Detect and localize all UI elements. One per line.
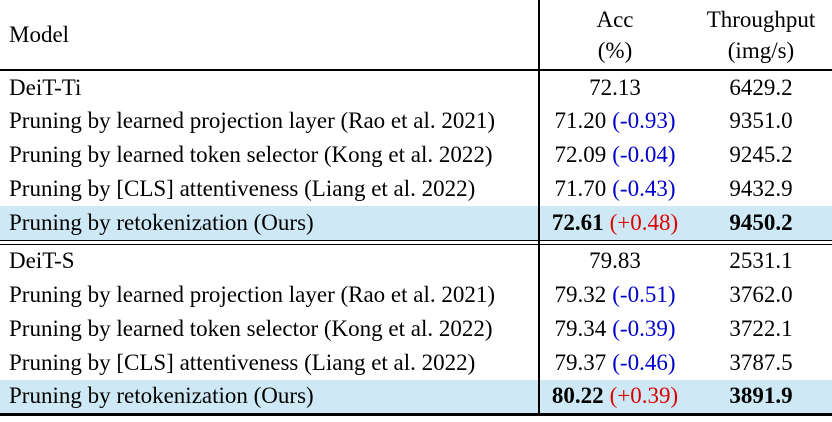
table-row: DeiT-Ti 72.13 6429.2 — [0, 70, 832, 104]
model-cell: Pruning by learned token selector (Kong … — [0, 312, 540, 346]
acc-value: 71.20 — [554, 108, 607, 133]
acc-value: 72.61 — [551, 209, 604, 235]
acc-cell: 79.32 (-0.51) — [539, 278, 690, 312]
acc-delta: (-0.51) — [612, 282, 676, 307]
acc-delta: (+0.48) — [609, 209, 679, 235]
acc-cell: 72.13 — [539, 70, 690, 104]
header-acc-line1: Acc — [596, 6, 634, 32]
throughput-cell: 9432.9 — [729, 176, 793, 201]
table-row: Pruning by learned projection layer (Rao… — [0, 104, 832, 138]
header-throughput-line2: (img/s) — [727, 37, 795, 63]
acc-cell: 72.09 (-0.04) — [539, 138, 690, 172]
acc-cell: 79.34 (-0.39) — [539, 312, 690, 346]
model-cell: Pruning by retokenization (Ours) — [0, 206, 540, 240]
throughput-cell: 9351.0 — [729, 108, 793, 133]
throughput-cell: 2531.1 — [729, 248, 793, 274]
throughput-cell: 3787.5 — [729, 350, 793, 375]
table-header-row: Model Acc (%) Throughput (img/s) — [0, 0, 832, 71]
throughput-cell: 3722.1 — [729, 316, 793, 341]
acc-value: 71.70 — [554, 176, 607, 201]
acc-delta: (-0.46) — [612, 350, 676, 375]
table-row: Pruning by learned token selector (Kong … — [0, 312, 832, 346]
acc-value: 79.32 — [554, 282, 607, 307]
acc-delta: (+0.39) — [609, 383, 679, 409]
acc-delta: (-0.39) — [612, 316, 676, 341]
header-acc: Acc (%) — [539, 0, 690, 71]
table-row: Pruning by [CLS] attentiveness (Liang et… — [0, 346, 832, 380]
throughput-cell: 6429.2 — [729, 74, 793, 100]
acc-cell: 71.20 (-0.93) — [539, 104, 690, 138]
header-model: Model — [0, 0, 540, 71]
acc-value: 72.09 — [554, 142, 607, 167]
acc-value: 79.37 — [554, 350, 607, 375]
model-cell: Pruning by learned projection layer (Rao… — [0, 278, 540, 312]
header-throughput: Throughput (img/s) — [690, 0, 832, 71]
throughput-cell: 9245.2 — [729, 142, 793, 167]
acc-cell: 80.22 (+0.39) — [539, 380, 690, 414]
block-divider-double-rule — [0, 239, 832, 245]
acc-value: 79.83 — [589, 248, 641, 274]
acc-cell: 79.83 — [539, 244, 690, 278]
acc-value: 79.34 — [554, 316, 607, 341]
model-cell: DeiT-Ti — [0, 70, 540, 104]
acc-delta: (-0.43) — [612, 176, 676, 201]
throughput-cell: 3891.9 — [690, 380, 832, 414]
acc-cell: 71.70 (-0.43) — [539, 172, 690, 206]
throughput-cell: 3762.0 — [729, 282, 793, 307]
acc-delta: (-0.04) — [612, 142, 676, 167]
table-row: DeiT-S 79.83 2531.1 — [0, 244, 832, 278]
model-cell: Pruning by [CLS] attentiveness (Liang et… — [0, 346, 540, 380]
header-acc-line2: (%) — [597, 37, 633, 63]
table-row: Pruning by learned token selector (Kong … — [0, 138, 832, 172]
model-cell: DeiT-S — [0, 244, 540, 278]
acc-value: 80.22 — [551, 383, 604, 409]
table-row: Pruning by learned projection layer (Rao… — [0, 278, 832, 312]
model-cell: Pruning by [CLS] attentiveness (Liang et… — [0, 172, 540, 206]
model-cell: Pruning by retokenization (Ours) — [0, 380, 540, 414]
acc-cell: 79.37 (-0.46) — [539, 346, 690, 380]
acc-delta: (-0.93) — [612, 108, 676, 133]
table-row-ours-highlighted: Pruning by retokenization (Ours) 80.22 (+… — [0, 380, 832, 414]
header-throughput-line1: Throughput — [706, 6, 816, 32]
model-cell: Pruning by learned projection layer (Rao… — [0, 104, 540, 138]
table-row-ours-highlighted: Pruning by retokenization (Ours) 72.61 (+… — [0, 206, 832, 240]
throughput-cell: 9450.2 — [690, 206, 832, 240]
acc-cell: 72.61 (+0.48) — [539, 206, 690, 240]
acc-value: 72.13 — [589, 74, 641, 100]
table-row: Pruning by [CLS] attentiveness (Liang et… — [0, 172, 832, 206]
model-cell: Pruning by learned token selector (Kong … — [0, 138, 540, 172]
